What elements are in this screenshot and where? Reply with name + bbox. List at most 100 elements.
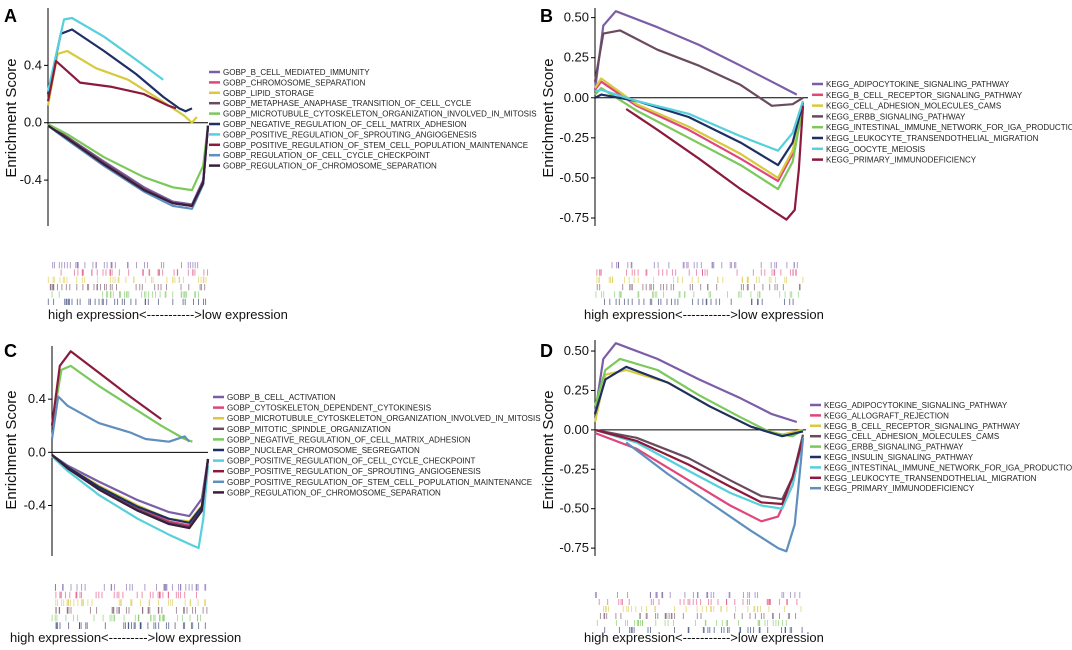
legend-label: GOBP_POSITIVE_REGULATION_OF_STEM_CELL_PO…	[227, 478, 532, 487]
legend-label: KEGG_LEUKOCYTE_TRANSENDOTHELIAL_MIGRATIO…	[824, 474, 1037, 483]
series-line	[594, 93, 805, 167]
legend-label: KEGG_ALLOGRAFT_REJECTION	[824, 411, 949, 420]
x-axis-label: high expression<--------->low expression	[10, 630, 241, 645]
y-tick-label: -0.25	[559, 130, 589, 145]
y-tick-label: 0.25	[564, 50, 589, 65]
rug-ticks	[47, 262, 209, 305]
legend-label: GOBP_MICROTUBULE_CYTOSKELETON_ORGANIZATI…	[223, 110, 537, 119]
legend-label: GOBP_REGULATION_OF_CELL_CYCLE_CHECKPOINT	[223, 151, 430, 160]
y-tick-label: 0.4	[28, 391, 46, 406]
legend-label: KEGG_OOCYTE_MEIOSIS	[826, 145, 925, 154]
legend-label: KEGG_INTESTINAL_IMMUNE_NETWORK_FOR_IGA_P…	[824, 463, 1072, 472]
series-line	[593, 365, 804, 438]
legend-label: GOBP_POSITIVE_REGULATION_OF_STEM_CELL_PO…	[223, 141, 528, 150]
legend-label: KEGG_B_CELL_RECEPTOR_SIGNALING_PATHWAY	[826, 91, 1023, 100]
legend-label: GOBP_MITOTIC_SPINDLE_ORGANIZATION	[227, 425, 391, 434]
y-tick-label: -0.25	[559, 461, 589, 476]
legend-label: GOBP_POSITIVE_REGULATION_OF_SPROUTING_AN…	[223, 130, 477, 139]
y-tick-label: 0.00	[564, 90, 589, 105]
series-line	[50, 395, 191, 443]
panel-label: B	[540, 6, 553, 26]
legend-label: GOBP_MICROTUBULE_CYTOSKELETON_ORGANIZATI…	[227, 414, 541, 423]
series-line	[593, 29, 804, 107]
y-tick-label: 0.0	[28, 444, 46, 459]
series-line	[51, 455, 210, 550]
legend-label: GOBP_METAPHASE_ANAPHASE_TRANSITION_OF_CE…	[223, 99, 471, 108]
legend-label: KEGG_INTESTINAL_IMMUNE_NETWORK_FOR_IGA_P…	[826, 123, 1072, 132]
y-tick-label: 0.50	[564, 343, 589, 358]
legend-label: GOBP_CHROMOSOME_SEPARATION	[223, 78, 366, 87]
series-line	[46, 28, 193, 113]
series-line	[50, 350, 162, 426]
legend-label: GOBP_REGULATION_OF_CHROMOSOME_SEPARATION	[227, 488, 441, 497]
series-line	[47, 124, 210, 207]
y-tick-label: 0.25	[564, 382, 589, 397]
series-line	[594, 80, 805, 183]
y-tick-label: -0.50	[559, 501, 589, 516]
series-line	[594, 77, 805, 179]
series-line	[594, 428, 805, 506]
y-axis-label: Enrichment Score	[540, 58, 557, 177]
legend-label: GOBP_REGULATION_OF_CHROMOSOME_SEPARATION	[223, 162, 437, 171]
legend-label: GOBP_NEGATIVE_REGULATION_OF_CELL_MATRIX_…	[227, 435, 471, 444]
series-line	[46, 49, 198, 124]
legend-label: GOBP_NEGATIVE_REGULATION_OF_CELL_MATRIX_…	[223, 120, 467, 129]
legend-label: KEGG_CELL_ADHESION_MOLECULES_CAMS	[826, 102, 1001, 111]
y-tick-label: -0.75	[559, 540, 589, 555]
legend-label: GOBP_POSITIVE_REGULATION_OF_CELL_CYCLE_C…	[227, 457, 475, 466]
y-tick-label: 0.00	[564, 422, 589, 437]
y-axis-label: Enrichment Score	[540, 390, 557, 509]
panel-b: B Enrichment Score -0.75 -0.50 -0.25 0.00 0.25…	[540, 6, 1072, 322]
series-line	[46, 16, 164, 92]
panel-label: A	[4, 6, 17, 26]
series-line	[594, 428, 805, 510]
legend-label: GOBP_B_CELL_MEDIATED_IMMUNITY	[223, 68, 370, 77]
series-line	[593, 342, 798, 424]
legend-label: GOBP_CYTOSKELETON_DEPENDENT_CYTOKINESIS	[227, 404, 431, 413]
legend-label: KEGG_INSULIN_SIGNALING_PATHWAY	[824, 453, 974, 462]
panel-d: D Enrichment Score -0.75 -0.50 -0.25 0.00 0.25…	[540, 340, 1072, 645]
y-tick-label: -0.4	[20, 172, 42, 187]
legend-label: KEGG_PRIMARY_IMMUNODEFICIENCY	[824, 484, 975, 493]
x-axis-label: high expression<----------->low expressi…	[584, 630, 824, 645]
y-tick-label: 0.0	[24, 115, 42, 130]
series-line	[46, 60, 177, 110]
panel-label: C	[4, 341, 17, 361]
y-tick-label: 0.4	[24, 57, 42, 72]
legend-label: KEGG_ERBB_SIGNALING_PATHWAY	[824, 443, 964, 452]
legend-label: GOBP_LIPID_STORAGE	[223, 89, 314, 98]
legend-label: GOBP_NUCLEAR_CHROMOSOME_SEGREGATION	[227, 446, 420, 455]
series-line	[51, 454, 210, 524]
series-line	[51, 454, 210, 523]
rug-ticks	[595, 262, 804, 305]
series-line	[47, 123, 210, 192]
legend-label: KEGG_CELL_ADHESION_MOLECULES_CAMS	[824, 432, 999, 441]
panel-label: D	[540, 341, 553, 361]
panel-a: A Enrichment Score-0.4 0.0 0.4 GOBP_B_CELL_M…	[3, 6, 537, 322]
x-axis-label: high expression<----------->low expressi…	[48, 307, 288, 322]
series-line	[593, 10, 798, 96]
x-axis-label: high expression<----------->low expressi…	[584, 307, 824, 322]
legend-label: KEGG_ERBB_SIGNALING_PATHWAY	[826, 112, 966, 121]
series-line	[594, 88, 805, 152]
legend-label: KEGG_ADIPOCYTOKINE_SIGNALING_PATHWAY	[826, 80, 1010, 89]
series-line	[625, 437, 805, 553]
y-tick-label: -0.75	[559, 210, 589, 225]
rug-ticks	[51, 584, 208, 629]
y-tick-label: -0.50	[559, 170, 589, 185]
legend-label: KEGG_LEUKOCYTE_TRANSENDOTHELIAL_MIGRATIO…	[826, 134, 1039, 143]
legend-label: GOBP_B_CELL_ACTIVATION	[227, 393, 336, 402]
series-line	[51, 454, 210, 530]
panel-c: C Enrichment Score -0.4 0.0 0.4 GOBP_B_CELL_A…	[3, 341, 541, 645]
y-axis-label: Enrichment Score	[3, 58, 20, 177]
rug-ticks	[594, 592, 803, 633]
series-line	[51, 454, 210, 518]
series-line	[625, 105, 805, 221]
legend-label: KEGG_B_CELL_RECEPTOR_SIGNALING_PATHWAY	[824, 422, 1021, 431]
y-axis-label: Enrichment Score	[3, 390, 20, 509]
legend-label: GOBP_POSITIVE_REGULATION_OF_SPROUTING_AN…	[227, 467, 481, 476]
legend-label: KEGG_ADIPOCYTOKINE_SIGNALING_PATHWAY	[824, 401, 1008, 410]
y-tick-label: 0.50	[564, 10, 589, 25]
legend-label: KEGG_PRIMARY_IMMUNODEFICIENCY	[826, 156, 977, 165]
